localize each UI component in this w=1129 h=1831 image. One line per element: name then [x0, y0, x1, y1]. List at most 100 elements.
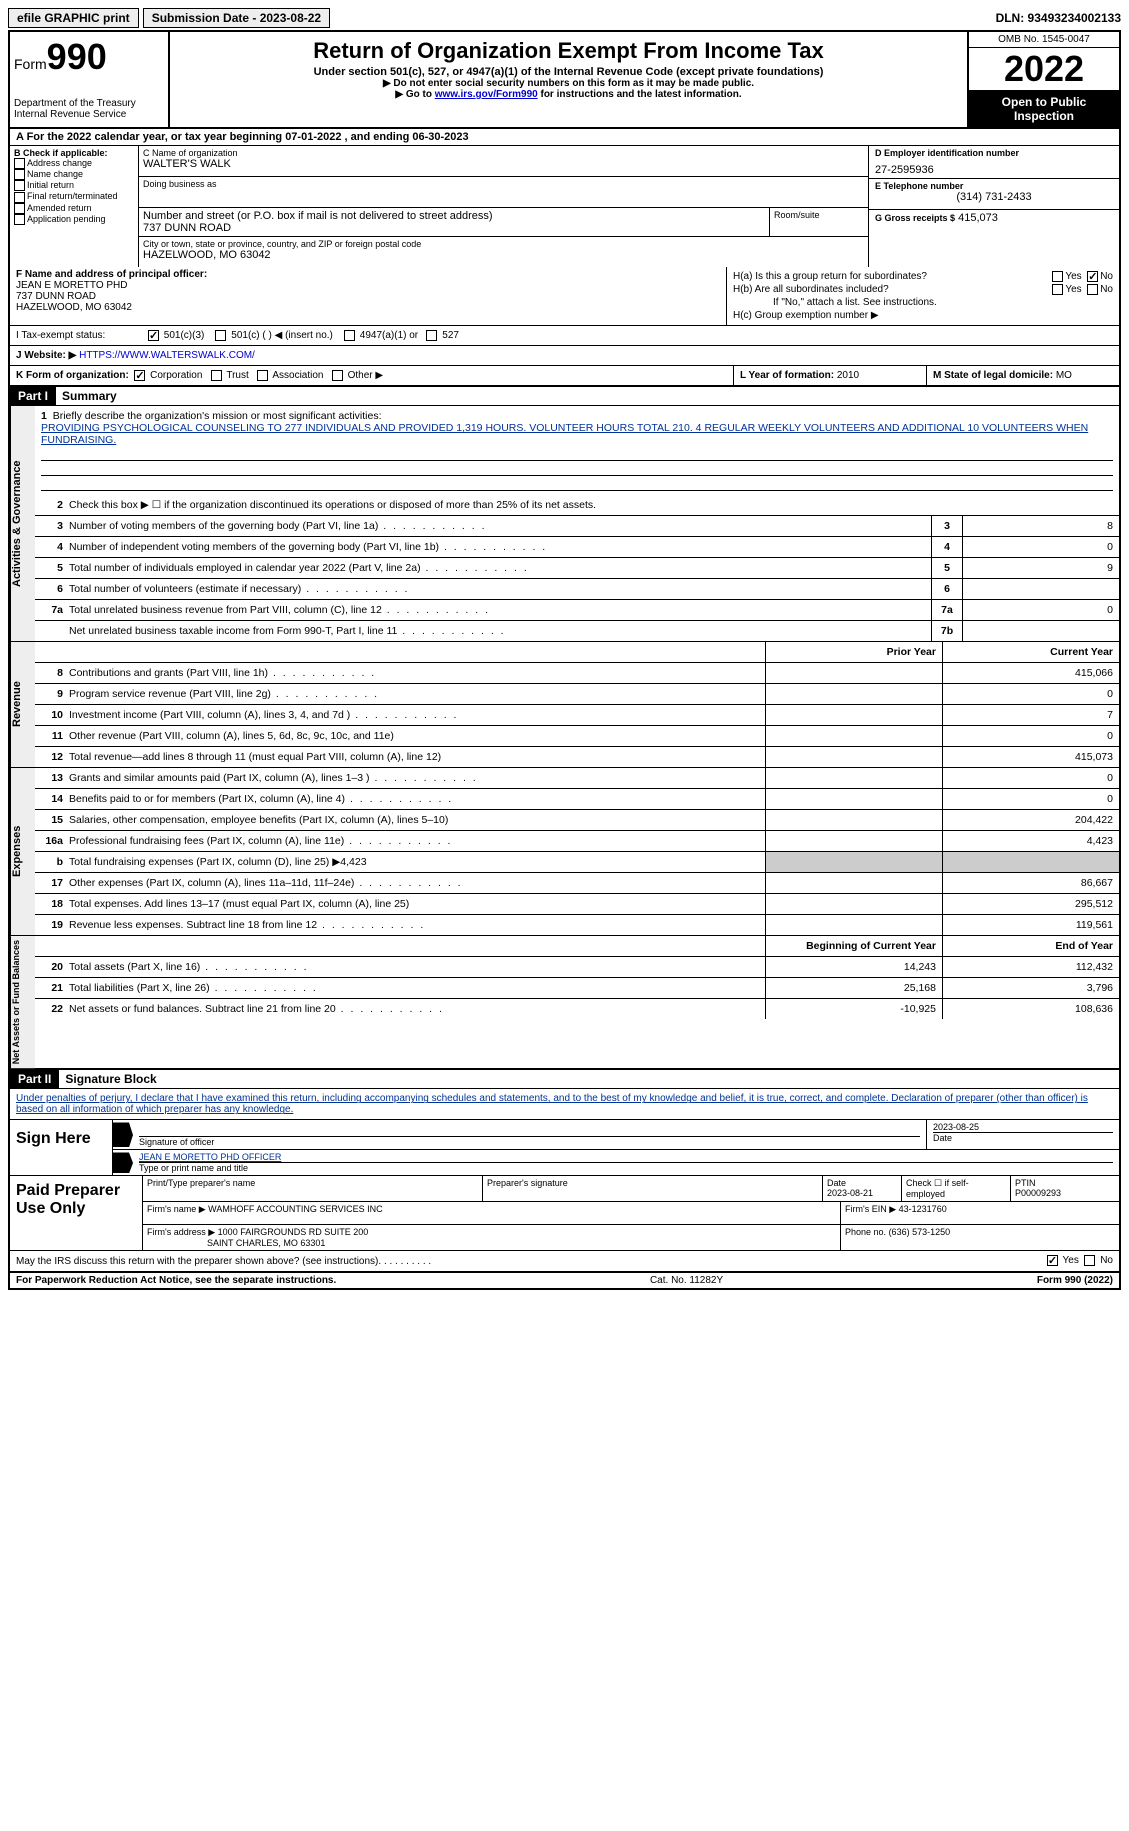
- gross-label: G Gross receipts $: [875, 213, 955, 223]
- irs-link[interactable]: www.irs.gov/Form990: [435, 89, 538, 100]
- opt-pending: Application pending: [27, 214, 106, 224]
- section-m: M State of legal domicile: MO: [926, 366, 1119, 385]
- paperwork-notice: For Paperwork Reduction Act Notice, see …: [16, 1275, 336, 1286]
- line-2: Check this box ▶ ☐ if the organization d…: [69, 497, 1119, 513]
- line-11: Other revenue (Part VIII, column (A), li…: [69, 728, 765, 744]
- line-9: Program service revenue (Part VIII, line…: [69, 686, 765, 702]
- part-ii-title: Signature Block: [59, 1070, 162, 1088]
- section-c: C Name of organization WALTER'S WALK Doi…: [139, 146, 869, 267]
- line-15: Salaries, other compensation, employee b…: [69, 812, 765, 828]
- k-label: K Form of organization:: [16, 370, 129, 381]
- chk-name-change[interactable]: [14, 169, 25, 180]
- chk-ha-yes[interactable]: [1052, 271, 1063, 282]
- phone-label: Phone no.: [845, 1227, 886, 1237]
- line-12-cur: 415,073: [942, 747, 1119, 767]
- chk-trust[interactable]: [211, 370, 222, 381]
- line-13: Grants and similar amounts paid (Part IX…: [69, 770, 765, 786]
- chk-527[interactable]: [426, 330, 437, 341]
- j-label: J Website: ▶: [16, 350, 76, 361]
- ha-label: H(a) Is this a group return for subordin…: [733, 271, 927, 282]
- chk-address-change[interactable]: [14, 158, 25, 169]
- hb-no: No: [1100, 284, 1113, 295]
- line-21-begin: 25,168: [765, 978, 942, 998]
- prep-date-value: 2023-08-21: [827, 1188, 873, 1198]
- line-8-cur: 415,066: [942, 663, 1119, 683]
- chk-discuss-yes[interactable]: [1047, 1255, 1058, 1266]
- line-19: Revenue less expenses. Subtract line 18 …: [69, 917, 765, 933]
- line-7b: Net unrelated business taxable income fr…: [69, 623, 931, 639]
- line-20: Total assets (Part X, line 16): [69, 959, 765, 975]
- end-year-header: End of Year: [942, 936, 1119, 956]
- firm-addr-label: Firm's address ▶: [147, 1227, 215, 1237]
- opt-trust: Trust: [226, 370, 248, 381]
- chk-pending[interactable]: [14, 214, 25, 225]
- i-options: 501(c)(3) 501(c) ( ) ◀ (insert no.) 4947…: [142, 326, 1119, 345]
- header-left: Form990 Department of the Treasury Inter…: [10, 32, 170, 127]
- chk-corp[interactable]: [134, 370, 145, 381]
- chk-assoc[interactable]: [257, 370, 268, 381]
- officer-name: JEAN E MORETTO PHD: [16, 280, 720, 291]
- check-self-employed: Check ☐ if self-employed: [902, 1176, 1011, 1201]
- chk-initial[interactable]: [14, 180, 25, 191]
- firm-name-value: WAMHOFF ACCOUNTING SERVICES INC: [208, 1204, 383, 1214]
- line-10: Investment income (Part VIII, column (A)…: [69, 707, 765, 723]
- line-9-cur: 0: [942, 684, 1119, 704]
- prior-year-header: Prior Year: [765, 642, 942, 662]
- line-10-cur: 7: [942, 705, 1119, 725]
- header-mid: Return of Organization Exempt From Incom…: [170, 32, 967, 127]
- l-label: L Year of formation:: [740, 370, 834, 381]
- chk-hb-no[interactable]: [1087, 284, 1098, 295]
- tax-year: 2022: [969, 48, 1119, 91]
- officer-city: HAZELWOOD, MO 63042: [16, 302, 720, 313]
- hb-label: H(b) Are all subordinates included?: [733, 284, 889, 295]
- chk-discuss-no[interactable]: [1084, 1255, 1095, 1266]
- chk-hb-yes[interactable]: [1052, 284, 1063, 295]
- ha-no: No: [1100, 271, 1113, 282]
- firm-name-label: Firm's name ▶: [147, 1204, 206, 1214]
- open-to-public: Open to Public Inspection: [969, 91, 1119, 127]
- opt-amended: Amended return: [27, 203, 92, 213]
- form-title: Return of Organization Exempt From Incom…: [174, 38, 963, 64]
- line-11-cur: 0: [942, 726, 1119, 746]
- mission-text: PROVIDING PSYCHOLOGICAL COUNSELING TO 27…: [41, 422, 1088, 446]
- line-6-val: [963, 579, 1119, 599]
- line-7b-val: [963, 621, 1119, 641]
- mission-label: Briefly describe the organization's miss…: [53, 410, 382, 422]
- chk-final[interactable]: [14, 192, 25, 203]
- officer-name-title: JEAN E MORETTO PHD OFFICER: [139, 1152, 1113, 1162]
- line-17-cur: 86,667: [942, 873, 1119, 893]
- declaration-text: Under penalties of perjury, I declare th…: [10, 1089, 1119, 1119]
- begin-year-header: Beginning of Current Year: [765, 936, 942, 956]
- opt-527: 527: [442, 330, 459, 341]
- chk-501c[interactable]: [215, 330, 226, 341]
- opt-corp: Corporation: [150, 370, 202, 381]
- part-i-header: Part I: [10, 387, 56, 405]
- opt-501c3: 501(c)(3): [164, 330, 205, 341]
- line-8: Contributions and grants (Part VIII, lin…: [69, 665, 765, 681]
- efile-button[interactable]: efile GRAPHIC print: [8, 8, 139, 28]
- ein-label: D Employer identification number: [875, 148, 1113, 158]
- chk-501c3[interactable]: [148, 330, 159, 341]
- line-4-val: 0: [963, 537, 1119, 557]
- section-k: K Form of organization: Corporation Trus…: [10, 366, 733, 385]
- header-right: OMB No. 1545-0047 2022 Open to Public In…: [967, 32, 1119, 127]
- website-link[interactable]: HTTPS://WWW.WALTERSWALK.COM/: [79, 350, 255, 361]
- form-number: 990: [47, 36, 107, 77]
- opt-501c: 501(c) ( ) ◀ (insert no.): [231, 330, 333, 341]
- line-21: Total liabilities (Part X, line 26): [69, 980, 765, 996]
- line-4: Number of independent voting members of …: [69, 539, 931, 555]
- chk-ha-no[interactable]: [1087, 271, 1098, 282]
- sign-here-label: Sign Here: [10, 1120, 113, 1175]
- chk-amended[interactable]: [14, 203, 25, 214]
- opt-assoc: Association: [272, 370, 323, 381]
- chk-4947[interactable]: [344, 330, 355, 341]
- chk-other[interactable]: [332, 370, 343, 381]
- hb-yes: Yes: [1065, 284, 1081, 295]
- section-h: H(a) Is this a group return for subordin…: [727, 267, 1119, 325]
- line-20-end: 112,432: [942, 957, 1119, 977]
- line-21-end: 3,796: [942, 978, 1119, 998]
- line-5-val: 9: [963, 558, 1119, 578]
- type-name-label: Type or print name and title: [139, 1162, 1113, 1173]
- note-ssn: ▶ Do not enter social security numbers o…: [174, 78, 963, 89]
- ha-yes: Yes: [1065, 271, 1081, 282]
